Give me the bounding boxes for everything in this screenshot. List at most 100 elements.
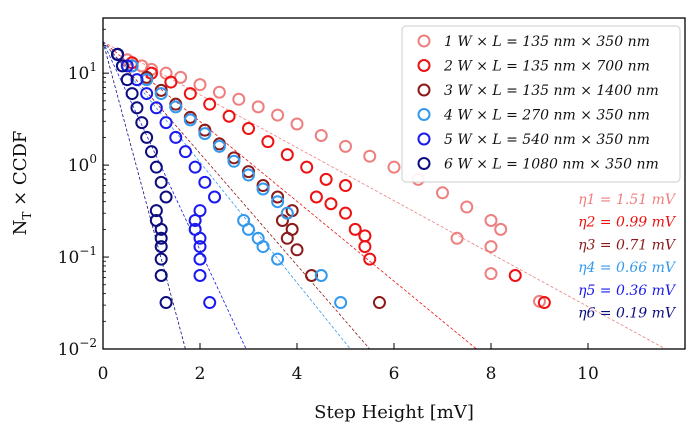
point-series-4 (198, 127, 212, 141)
point-series-6 (154, 269, 168, 283)
point-series-6 (154, 222, 168, 236)
point-series-6 (154, 252, 168, 266)
data-points (111, 47, 551, 310)
point-series-2 (309, 190, 323, 204)
point-series-2 (300, 160, 314, 174)
point-series-4 (227, 154, 241, 168)
fit-line-3 (103, 41, 371, 349)
point-series-6 (149, 204, 163, 218)
y-tick-label: 100 (68, 152, 97, 176)
point-series-6 (120, 73, 134, 87)
y-axis-label-nt: N (10, 220, 31, 236)
point-series-3 (227, 151, 241, 165)
point-series-1 (387, 160, 401, 174)
point-series-5 (193, 240, 207, 254)
point-series-4 (256, 182, 270, 196)
x-axis-label: Step Height [mV] (314, 402, 474, 423)
point-series-2 (183, 87, 197, 101)
point-series-6 (135, 116, 149, 130)
point-series-3 (280, 231, 294, 245)
point-series-5 (193, 204, 207, 218)
point-series-2 (319, 172, 333, 186)
point-series-1 (290, 117, 304, 131)
point-series-6 (125, 87, 139, 101)
point-series-5 (193, 252, 207, 266)
point-series-1 (484, 213, 498, 227)
point-series-1 (251, 100, 265, 114)
eta-label-6: η6 = 0.19 mV (578, 306, 677, 322)
fit-line-5 (103, 41, 247, 349)
point-series-5 (130, 73, 144, 87)
point-series-4 (125, 59, 139, 73)
point-series-5 (198, 175, 212, 189)
point-series-2 (261, 135, 275, 149)
x-tick-label: 10 (577, 364, 599, 384)
point-series-2 (324, 197, 338, 211)
y-axis-label: NT × CCDF (10, 131, 34, 236)
legend-label-2: 2 W × L = 135 nm × 700 nm (443, 59, 650, 75)
point-series-1 (436, 186, 449, 200)
point-series-4 (169, 100, 183, 114)
eta-label-3: η3 = 0.71 mV (578, 237, 677, 253)
point-series-2 (348, 222, 362, 236)
fit-line-4 (103, 41, 351, 349)
point-series-6 (145, 145, 158, 159)
point-series-6 (159, 190, 173, 204)
x-tick-label: 4 (292, 364, 303, 384)
point-series-1 (484, 240, 498, 254)
eta-label-4: η4 = 0.66 mV (578, 260, 677, 276)
eta-label-2: η2 = 0.99 mV (578, 215, 677, 231)
x-tick-label: 8 (486, 364, 497, 384)
point-series-4 (140, 73, 154, 87)
point-series-4 (242, 168, 255, 182)
legend-label-6: 6 W × L = 1080 nm × 350 nm (444, 157, 659, 173)
point-series-4 (242, 222, 255, 236)
point-series-4 (212, 139, 226, 153)
point-series-2 (358, 240, 372, 254)
point-series-6 (154, 240, 168, 254)
point-series-2 (280, 148, 294, 162)
point-series-3 (256, 179, 270, 193)
point-series-6 (130, 101, 144, 115)
eta-label-1: η1 = 1.51 mV (578, 192, 677, 208)
point-series-4 (280, 206, 294, 220)
point-series-1 (363, 149, 377, 163)
point-series-3 (290, 243, 304, 257)
point-series-1 (314, 128, 328, 142)
point-series-2 (363, 252, 377, 266)
point-series-5 (188, 213, 202, 227)
x-tick-label: 0 (98, 364, 109, 384)
point-series-1 (193, 78, 207, 92)
legend-label-3: 3 W × L = 135 nm × 1400 nm (444, 83, 659, 99)
point-series-2 (164, 75, 178, 89)
point-series-2 (203, 97, 217, 111)
point-series-6 (111, 47, 125, 61)
eta-label-5: η5 = 0.36 mV (578, 283, 677, 299)
fit-line-1 (103, 41, 666, 349)
point-series-6 (149, 160, 163, 174)
point-series-5 (178, 145, 192, 159)
point-series-6 (140, 130, 154, 144)
point-series-3 (372, 296, 386, 310)
point-series-5 (140, 87, 154, 101)
point-series-1 (339, 139, 352, 153)
y-axis-label-rest: × CCDF (10, 131, 31, 212)
point-series-5 (193, 269, 207, 283)
y-tick-label: 10−1 (58, 244, 97, 268)
point-series-5 (120, 59, 134, 73)
point-series-1 (460, 200, 474, 214)
point-series-5 (169, 130, 183, 144)
point-series-4 (271, 195, 285, 209)
point-series-2 (508, 269, 522, 283)
legend: 1 W × L = 135 nm × 350 nm 2 W × L = 135 n… (401, 25, 681, 183)
point-series-4 (183, 113, 197, 127)
point-series-1 (450, 231, 464, 245)
point-series-4 (314, 269, 328, 283)
legend-marker-5 (417, 132, 431, 146)
point-series-3 (271, 190, 285, 204)
point-series-2 (222, 109, 236, 123)
x-axis-ticks: 0 2 4 6 8 10 (98, 343, 599, 384)
point-series-2 (339, 206, 352, 220)
point-series-5 (188, 160, 202, 174)
